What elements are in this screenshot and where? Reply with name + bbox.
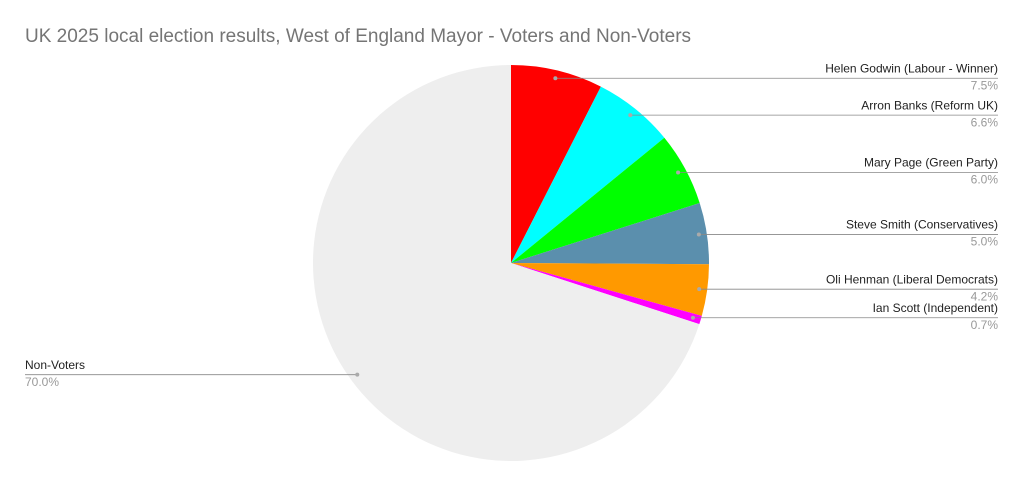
pie-slice: [511, 65, 601, 263]
slice-percent: 6.0%: [971, 173, 999, 187]
slice-percent: 7.5%: [971, 78, 999, 92]
pie-slice: [313, 65, 700, 461]
slice-label: Helen Godwin (Labour - Winner): [825, 61, 998, 75]
leader-dot: [676, 170, 681, 175]
pie-slice: [511, 263, 702, 325]
pie-slice: [511, 202, 710, 265]
slice-percent: 70.0%: [25, 375, 59, 389]
leader-dot: [553, 76, 558, 81]
slice-label: Arron Banks (Reform UK): [861, 98, 998, 112]
chart-title: UK 2025 local election results, West of …: [25, 26, 691, 47]
slice-label: Steve Smith (Conservatives): [846, 218, 998, 232]
slice-percent: 5.0%: [971, 235, 999, 249]
slice-percent: 0.7%: [971, 318, 999, 332]
pie-slice: [511, 263, 709, 316]
leader-dot: [690, 315, 695, 320]
slice-percent: 6.6%: [971, 115, 999, 129]
slice-label: Mary Page (Green Party): [864, 156, 998, 170]
pie-slice: [511, 137, 700, 263]
slice-label: Oli Henman (Liberal Democrats): [826, 272, 998, 286]
slice-percent: 4.2%: [971, 289, 999, 303]
leader-dot: [628, 113, 633, 118]
pie-slice: [511, 86, 665, 263]
slice-label: Non-Voters: [25, 358, 85, 372]
leader-dot: [697, 287, 702, 292]
slice-label: Ian Scott (Independent): [873, 301, 998, 315]
leader-dot: [355, 372, 360, 377]
leader-dot: [696, 232, 701, 237]
